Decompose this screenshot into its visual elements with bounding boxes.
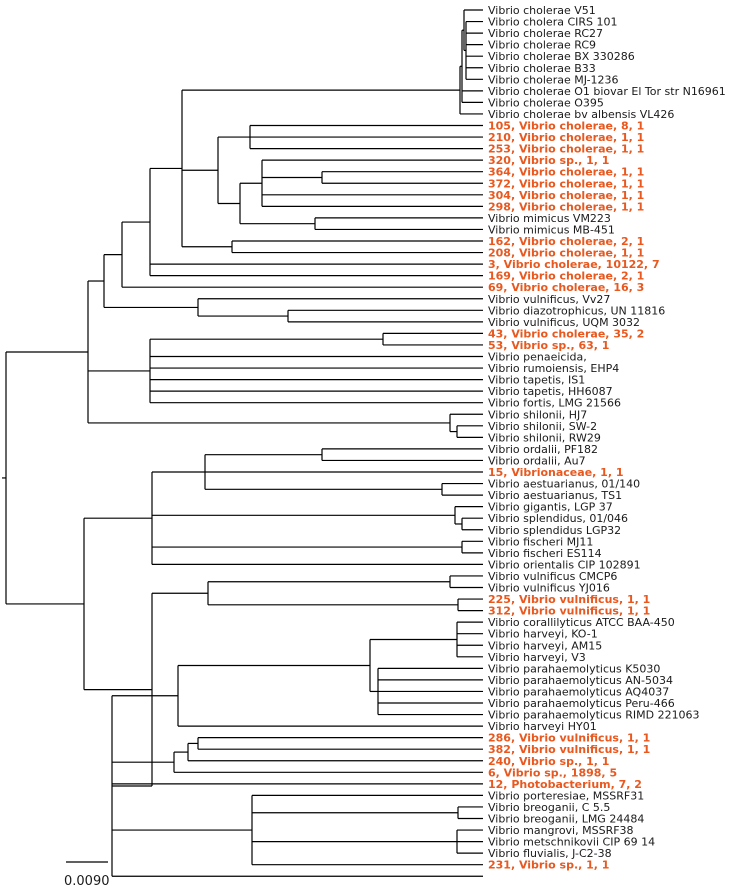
leaf-label: Vibrio parahaemolyticus RIMD 221063 (488, 709, 700, 722)
leaf-label: Vibrio parahaemolyticus AQ4037 (488, 685, 669, 698)
leaf-label: Vibrio harveyi HY01 (488, 720, 597, 733)
leaf-label: Vibrio cholerae O395 (488, 96, 604, 109)
leaf-label: Vibrio tapetis, HH6087 (488, 385, 613, 398)
leaf-label: Vibrio cholerae V51 (488, 4, 596, 17)
leaf-label: Vibrio breoganii, LMG 24484 (488, 813, 644, 826)
leaf-label-highlighted: 364, Vibrio cholerae, 1, 1 (488, 166, 644, 179)
leaf-label: Vibrio cholerae O1 biovar El Tor str N16… (488, 85, 726, 98)
leaf-label: Vibrio fluvialis, J-C2-38 (488, 847, 612, 860)
leaf-label: Vibrio vulnificus YJ016 (488, 582, 610, 595)
leaf-label-highlighted: 312, Vibrio vulnificus, 1, 1 (488, 605, 650, 618)
leaf-label: Vibrio shilonii, HJ7 (488, 408, 587, 421)
leaf-label-highlighted: 69, Vibrio cholerae, 16, 3 (488, 281, 644, 294)
leaf-label: Vibrio rumoiensis, EHP4 (488, 362, 619, 375)
leaf-label: Vibrio breoganii, C 5.5 (488, 801, 610, 814)
leaf-label: Vibrio cholerae bv albensis VL426 (488, 108, 674, 121)
leaf-label: Vibrio parahaemolyticus K5030 (488, 662, 660, 675)
leaf-label: Vibrio shilonii, RW29 (488, 431, 601, 444)
leaf-label: Vibrio fischeri ES114 (488, 547, 602, 560)
leaf-label-highlighted: 3, Vibrio cholerae, 10122, 7 (488, 258, 660, 271)
leaf-label-highlighted: 240, Vibrio sp., 1, 1 (488, 755, 609, 768)
leaf-label: Vibrio aestuarianus, TS1 (488, 489, 622, 502)
leaf-label: Vibrio cholerae RC9 (488, 39, 596, 52)
leaf-label-highlighted: 225, Vibrio vulnificus, 1, 1 (488, 593, 650, 606)
leaf-label-highlighted: 298, Vibrio cholerae, 1, 1 (488, 200, 644, 213)
leaf-label: Vibrio cholerae MJ-1236 (488, 73, 619, 86)
leaf-label: Vibrio vulnificus CMCP6 (488, 570, 617, 583)
leaf-label-highlighted: 53, Vibrio sp., 63, 1 (488, 339, 609, 352)
leaf-label: Vibrio splendidus, 01/046 (488, 512, 628, 525)
leaf-label-highlighted: 162, Vibrio cholerae, 2, 1 (488, 235, 644, 248)
leaf-label: Vibrio mimicus VM223 (488, 212, 611, 225)
leaf-label: Vibrio shilonii, SW-2 (488, 420, 597, 433)
leaf-label: Vibrio porteresiae, MSSRF31 (488, 789, 644, 802)
leaf-label: Vibrio parahaemolyticus Peru-466 (488, 697, 675, 710)
leaf-label: Vibrio parahaemolyticus AN-5034 (488, 674, 673, 687)
leaf-label-highlighted: 320, Vibrio sp., 1, 1 (488, 154, 609, 167)
leaf-label-highlighted: 12, Photobacterium, 7, 2 (488, 778, 642, 791)
leaf-label: Vibrio tapetis, IS1 (488, 374, 585, 387)
leaf-label-highlighted: 253, Vibrio cholerae, 1, 1 (488, 143, 644, 156)
leaf-label: Vibrio cholerae B33 (488, 62, 596, 75)
leaf-label: Vibrio orientalis CIP 102891 (488, 558, 641, 571)
leaf-label: Vibrio ordalii, Au7 (488, 454, 586, 467)
leaf-label-highlighted: 6, Vibrio sp., 1898, 5 (488, 766, 617, 779)
leaf-label: Vibrio cholerae BX 330286 (488, 50, 635, 63)
leaf-label: Vibrio diazotrophicus, UN 11816 (488, 304, 665, 317)
leaf-label: Vibrio vulnificus, UQM 3032 (488, 316, 640, 329)
leaf-label-highlighted: 169, Vibrio cholerae, 2, 1 (488, 270, 644, 283)
leaf-label-highlighted: 43, Vibrio cholerae, 35, 2 (488, 327, 644, 340)
leaf-label: Vibrio fortis, LMG 21566 (488, 397, 621, 410)
leaf-label: Vibrio mimicus MB-451 (488, 223, 615, 236)
leaf-label: Vibrio splendidus LGP32 (488, 524, 621, 537)
tree-branches (2, 9, 483, 877)
leaf-label-highlighted: 231, Vibrio sp., 1, 1 (488, 859, 609, 872)
leaf-label-highlighted: 105, Vibrio cholerae, 8, 1 (488, 120, 644, 133)
scale-bar-label: 0.0090 (64, 874, 110, 889)
leaf-label: Vibrio mangrovi, MSSRF38 (488, 824, 634, 837)
leaf-label: Vibrio penaeicida, (488, 351, 587, 364)
leaf-label: Vibrio ordalii, PF182 (488, 443, 598, 456)
leaf-label: Vibrio vulnificus, Vv27 (488, 293, 610, 306)
leaf-label: Vibrio cholerae RC27 (488, 27, 603, 40)
leaf-label: Vibrio aestuarianus, 01/140 (488, 478, 640, 491)
leaf-label-highlighted: 382, Vibrio vulnificus, 1, 1 (488, 743, 650, 756)
leaf-label: Vibrio corallilyticus ATCC BAA-450 (488, 616, 675, 629)
leaf-label-highlighted: 286, Vibrio vulnificus, 1, 1 (488, 732, 650, 745)
leaf-label: Vibrio harveyi, V3 (488, 651, 586, 664)
leaf-label-highlighted: 304, Vibrio cholerae, 1, 1 (488, 189, 644, 202)
scale-bar: 0.0090 (64, 861, 110, 889)
leaf-label: Vibrio fischeri MJ11 (488, 535, 593, 548)
leaf-label: Vibrio harveyi, AM15 (488, 639, 602, 652)
leaf-label: Vibrio harveyi, KO-1 (488, 628, 598, 641)
leaf-label: Vibrio metschnikovii CIP 69 14 (488, 836, 655, 849)
leaf-label-highlighted: 15, Vibrionaceae, 1, 1 (488, 466, 623, 479)
leaf-label-highlighted: 210, Vibrio cholerae, 1, 1 (488, 131, 644, 144)
leaf-label-highlighted: 208, Vibrio cholerae, 1, 1 (488, 247, 644, 260)
leaf-label: Vibrio gigantis, LGP 37 (488, 501, 613, 514)
leaf-label: Vibrio cholera CIRS 101 (488, 16, 618, 29)
leaf-label-highlighted: 372, Vibrio cholerae, 1, 1 (488, 177, 644, 190)
